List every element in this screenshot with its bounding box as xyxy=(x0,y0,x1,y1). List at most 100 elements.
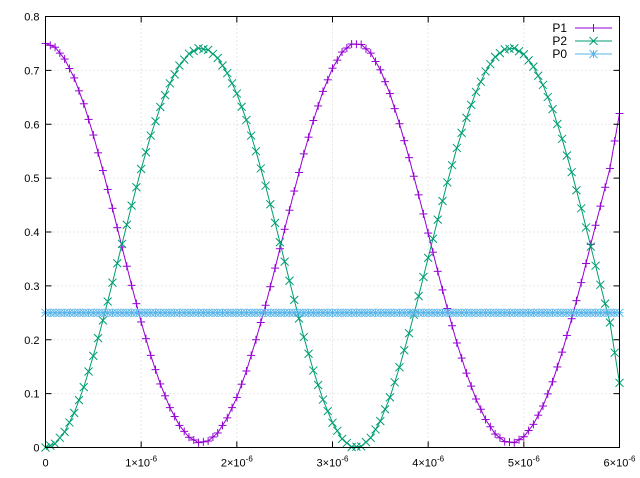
legend-marker xyxy=(589,36,598,46)
data-point xyxy=(223,413,232,422)
data-point xyxy=(313,380,323,390)
data-point xyxy=(567,167,577,177)
data-point xyxy=(610,136,619,145)
y-tick-label: 0 xyxy=(33,443,39,455)
data-point xyxy=(390,104,399,113)
data-point xyxy=(558,348,567,357)
data-point xyxy=(318,395,328,404)
data-point xyxy=(161,391,170,400)
data-point xyxy=(88,351,98,361)
data-point xyxy=(576,203,586,213)
y-tick-label: 0.2 xyxy=(24,335,39,347)
series-p1 xyxy=(41,39,624,447)
data-point xyxy=(596,202,605,211)
data-point xyxy=(175,421,184,430)
data-point xyxy=(538,402,547,411)
data-point xyxy=(103,185,112,194)
data-point xyxy=(509,43,519,53)
data-point xyxy=(232,89,242,98)
data-point xyxy=(399,345,409,355)
data-point xyxy=(395,362,404,372)
data-point xyxy=(601,183,610,192)
data-point xyxy=(605,318,615,327)
data-point xyxy=(74,395,84,405)
data-point xyxy=(141,334,150,343)
data-point xyxy=(582,259,591,268)
legend-marker xyxy=(589,24,598,32)
data-point xyxy=(108,204,117,213)
data-point xyxy=(328,418,337,428)
data-point xyxy=(299,149,308,158)
data-point xyxy=(586,242,596,251)
data-point xyxy=(371,425,380,434)
data-point xyxy=(151,365,160,374)
data-point xyxy=(481,415,490,424)
data-point xyxy=(428,234,438,244)
data-point xyxy=(113,223,122,232)
y-tick-label: 0.6 xyxy=(24,119,39,131)
data-point xyxy=(256,318,265,327)
data-point xyxy=(213,428,222,437)
data-point xyxy=(290,187,299,196)
y-tick-label: 0.5 xyxy=(24,173,39,185)
data-point xyxy=(361,44,370,53)
data-point xyxy=(572,185,581,195)
legend-label: P2 xyxy=(552,34,567,48)
data-point xyxy=(534,411,543,420)
data-point xyxy=(524,426,533,435)
data-point xyxy=(112,258,122,268)
series-p0 xyxy=(41,308,624,318)
x-tick-label: 0 xyxy=(42,458,48,470)
data-point xyxy=(342,438,352,448)
data-point xyxy=(141,147,151,157)
data-point xyxy=(342,44,351,53)
data-point xyxy=(385,393,395,402)
data-point xyxy=(94,148,103,157)
data-point xyxy=(309,116,318,125)
data-point xyxy=(208,49,218,59)
y-tick-label: 0.3 xyxy=(24,281,39,293)
data-point xyxy=(151,116,160,126)
data-point xyxy=(557,134,567,144)
data-point xyxy=(438,285,447,294)
data-point xyxy=(246,131,256,140)
data-point xyxy=(60,55,69,64)
data-point xyxy=(132,182,141,192)
y-tick-label: 0.1 xyxy=(24,389,39,401)
data-point xyxy=(543,389,552,398)
data-point xyxy=(218,61,227,70)
data-point xyxy=(543,92,553,102)
data-point xyxy=(404,328,414,338)
data-point xyxy=(265,199,275,209)
data-point xyxy=(380,404,390,414)
data-point xyxy=(476,405,485,414)
x-tick-label: 3×10-6 xyxy=(317,455,349,470)
data-point xyxy=(160,90,170,100)
legend-label: P0 xyxy=(552,47,567,61)
x-tick-label: 1×10-6 xyxy=(125,455,157,470)
data-point xyxy=(610,348,620,358)
data-point xyxy=(289,295,299,305)
data-point xyxy=(495,433,504,442)
data-point xyxy=(60,427,69,437)
data-point xyxy=(462,369,471,378)
data-point xyxy=(270,218,280,228)
series-line xyxy=(45,47,620,448)
data-point xyxy=(127,281,136,290)
legend-marker xyxy=(589,49,598,59)
data-point xyxy=(467,382,476,391)
data-point xyxy=(490,52,500,62)
data-point xyxy=(89,131,98,140)
data-point xyxy=(548,104,557,114)
data-point xyxy=(309,366,318,375)
data-point xyxy=(371,57,380,66)
data-point xyxy=(596,280,605,290)
data-point xyxy=(376,65,385,74)
data-point xyxy=(137,317,146,326)
data-point xyxy=(79,99,88,108)
data-point xyxy=(155,102,165,112)
data-point xyxy=(318,87,327,96)
data-point xyxy=(98,316,108,325)
data-point xyxy=(184,49,194,59)
data-point xyxy=(93,333,103,343)
